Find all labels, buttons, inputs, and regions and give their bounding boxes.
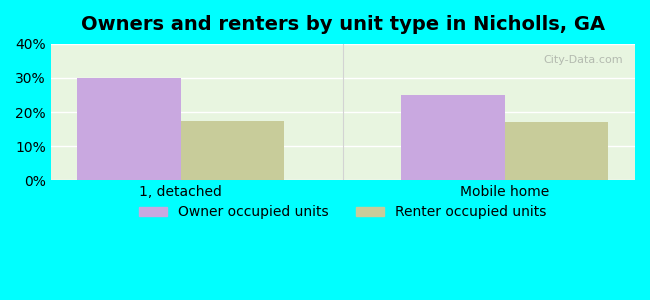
Bar <box>505 122 608 180</box>
Text: City-Data.com: City-Data.com <box>543 55 623 65</box>
Legend: Owner occupied units, Renter occupied units: Owner occupied units, Renter occupied un… <box>133 200 552 225</box>
Title: Owners and renters by unit type in Nicholls, GA: Owners and renters by unit type in Nicho… <box>81 15 605 34</box>
Bar <box>181 121 285 180</box>
Bar <box>77 78 181 180</box>
Bar <box>401 95 505 180</box>
